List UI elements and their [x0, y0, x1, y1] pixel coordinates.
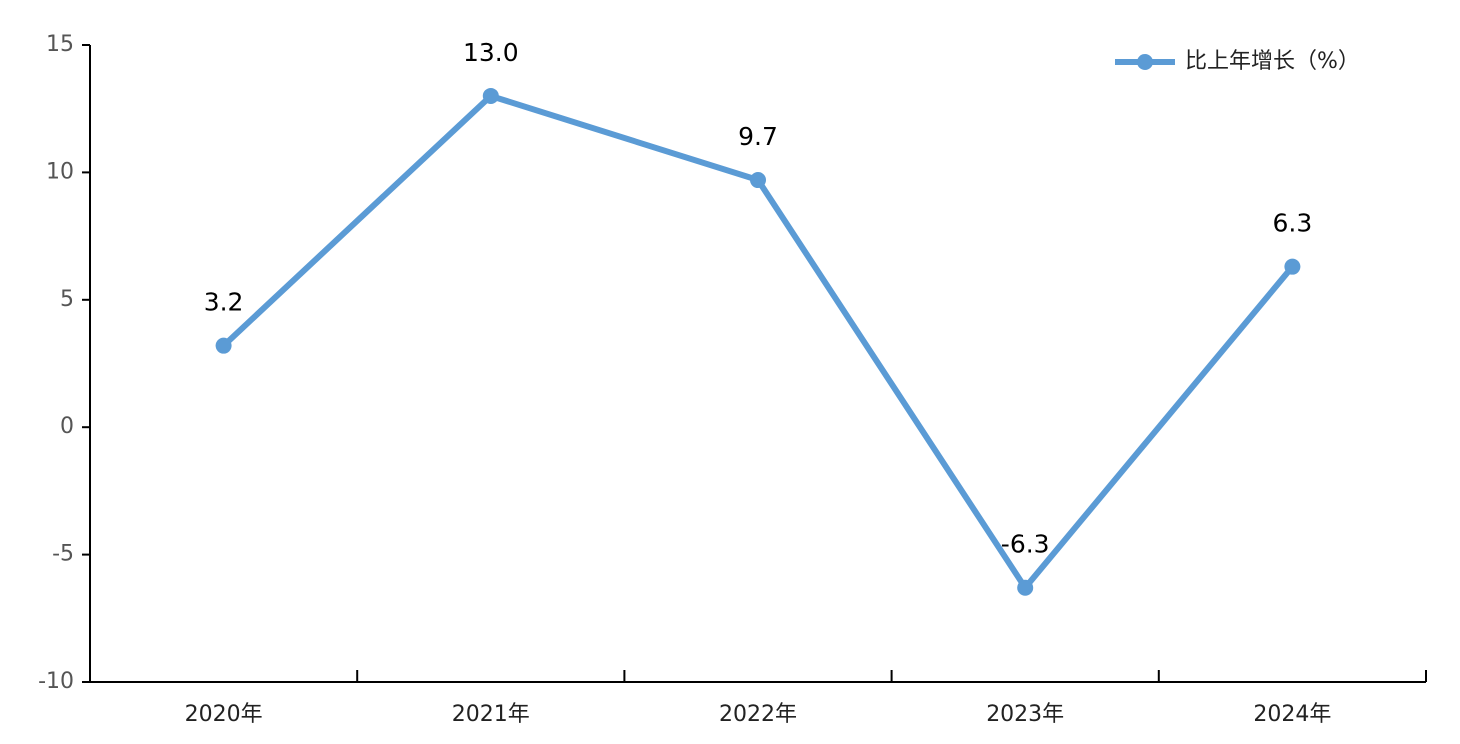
y-tick-label: 15: [46, 32, 74, 57]
data-point: [1284, 258, 1301, 275]
data-point: [215, 337, 232, 354]
data-point: [750, 172, 766, 189]
legend-label: 比上年增长（%）: [1185, 49, 1360, 74]
data-label: 13.0: [463, 38, 519, 67]
x-tick-label: 2020年: [185, 702, 263, 727]
data-label: 6.3: [1273, 209, 1313, 238]
data-label: 3.2: [204, 288, 244, 317]
data-point: [482, 87, 499, 104]
y-tick-label: 10: [46, 159, 74, 184]
y-tick-label: 5: [60, 287, 74, 312]
x-tick-label: 2023年: [986, 702, 1064, 727]
y-tick-label: -5: [52, 542, 74, 567]
y-tick-label: 0: [60, 414, 74, 439]
x-tick-label: 2022年: [719, 702, 797, 727]
legend-marker: [1137, 54, 1153, 70]
x-tick-label: 2024年: [1253, 702, 1331, 727]
data-point: [1017, 579, 1034, 596]
x-tick-label: 2021年: [452, 702, 530, 727]
data-label: 9.7: [738, 122, 778, 151]
y-tick-label: -10: [38, 669, 74, 694]
data-label: -6.3: [1001, 530, 1050, 559]
series-line: [221, 92, 1295, 591]
